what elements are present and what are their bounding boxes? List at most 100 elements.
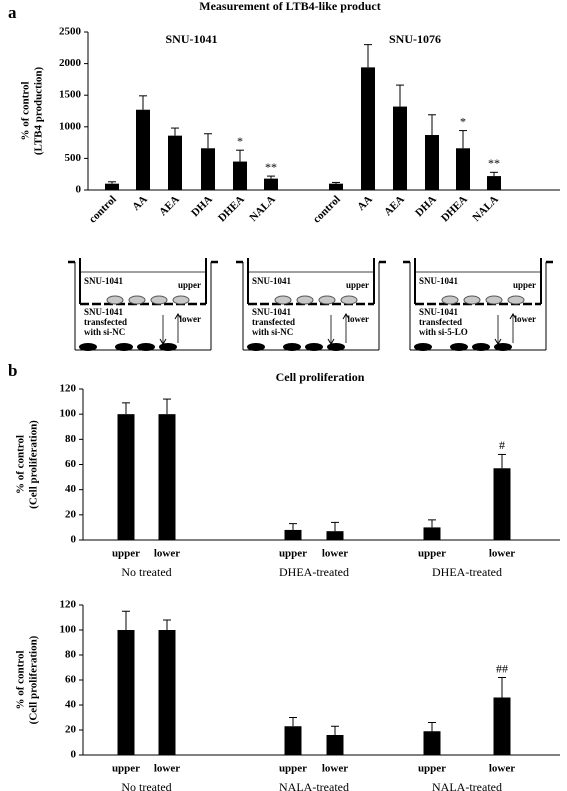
cell bbox=[274, 295, 292, 305]
x-tick-label: upper bbox=[418, 763, 446, 775]
bar bbox=[158, 414, 176, 540]
chart-title: Measurement of LTB4-like product bbox=[199, 0, 380, 13]
bar bbox=[456, 148, 470, 190]
cell bbox=[318, 295, 336, 305]
y-tick-label: 120 bbox=[60, 599, 77, 611]
arrow-head bbox=[494, 338, 502, 345]
diagram-text: upper bbox=[178, 280, 201, 290]
y-axis-label: (Cell proliferation) bbox=[28, 420, 40, 509]
cell bbox=[106, 295, 124, 305]
x-tick-label: NALA bbox=[247, 193, 278, 224]
cell bbox=[283, 343, 301, 351]
cell bbox=[327, 343, 345, 351]
x-tick-label: lower bbox=[489, 548, 515, 560]
cell bbox=[507, 295, 525, 305]
diagram-text: lower bbox=[180, 314, 202, 324]
y-tick-label: 1000 bbox=[59, 120, 82, 132]
y-tick-label: 100 bbox=[60, 408, 77, 420]
bar bbox=[117, 630, 135, 755]
bar bbox=[493, 697, 511, 755]
y-tick-label: 2000 bbox=[59, 57, 82, 69]
x-tick-label: control bbox=[311, 193, 343, 225]
y-tick-label: 60 bbox=[65, 674, 77, 686]
annotation: # bbox=[499, 438, 505, 452]
group-label: No treated bbox=[121, 780, 171, 791]
annotation: * bbox=[237, 134, 243, 148]
diagram-text: SNU-1041 bbox=[84, 276, 124, 286]
diagram-text: SNU-1041 bbox=[84, 307, 124, 317]
y-axis-label: % of control bbox=[15, 650, 27, 709]
bar bbox=[136, 109, 150, 190]
group-label: SNU-1076 bbox=[389, 32, 441, 46]
y-tick-label: 40 bbox=[65, 483, 77, 495]
y-tick-label: 120 bbox=[60, 383, 77, 395]
arrow-head bbox=[342, 313, 350, 320]
cell bbox=[414, 343, 432, 351]
bar bbox=[329, 183, 343, 190]
diagram-text: SNU-1041 bbox=[419, 307, 459, 317]
cell bbox=[172, 295, 190, 305]
y-tick-label: 0 bbox=[71, 749, 77, 761]
x-tick-label: AA bbox=[355, 193, 375, 213]
cell bbox=[79, 343, 97, 351]
cell bbox=[463, 295, 481, 305]
annotation: ** bbox=[488, 156, 500, 170]
y-tick-label: 80 bbox=[65, 433, 77, 445]
group-label: NALA-treated bbox=[432, 780, 502, 791]
cell bbox=[441, 295, 459, 305]
y-tick-label: 80 bbox=[65, 649, 77, 661]
diagram-text: SNU-1041 bbox=[252, 276, 292, 286]
cell bbox=[247, 343, 265, 351]
x-tick-label: lower bbox=[322, 763, 348, 775]
bar bbox=[326, 735, 344, 755]
bar bbox=[284, 726, 302, 755]
y-axis-label: (LTB4 production) bbox=[33, 67, 45, 156]
bar bbox=[423, 527, 441, 540]
cell bbox=[450, 343, 468, 351]
y-axis-label: % of control bbox=[20, 81, 32, 140]
cell bbox=[494, 343, 512, 351]
cell bbox=[159, 343, 177, 351]
x-tick-label: upper bbox=[279, 548, 307, 560]
annotation: ** bbox=[265, 160, 277, 174]
diagram-text: transfected bbox=[252, 317, 295, 327]
x-tick-label: upper bbox=[112, 763, 140, 775]
group-label: DHEA-treated bbox=[279, 565, 349, 579]
panel-label: a bbox=[8, 3, 17, 22]
bar bbox=[233, 161, 247, 190]
y-tick-label: 60 bbox=[65, 458, 77, 470]
group-label: No treated bbox=[121, 565, 171, 579]
group-label: NALA-treated bbox=[279, 780, 349, 791]
y-tick-label: 20 bbox=[65, 724, 77, 736]
group-label: DHEA-treated bbox=[432, 565, 502, 579]
bar bbox=[117, 414, 135, 540]
bar bbox=[425, 135, 439, 190]
cell bbox=[150, 295, 168, 305]
x-tick-label: DHA bbox=[413, 193, 439, 219]
x-tick-label: DHEA bbox=[439, 193, 470, 224]
arrow-head bbox=[509, 313, 517, 320]
diagram-text: upper bbox=[513, 280, 536, 290]
x-tick-label: control bbox=[87, 193, 119, 225]
diagram-text: with si-5-LO bbox=[419, 327, 468, 337]
bar bbox=[284, 529, 302, 540]
cell bbox=[137, 343, 155, 351]
diagram-text: transfected bbox=[419, 317, 462, 327]
x-tick-label: upper bbox=[112, 548, 140, 560]
x-tick-label: AA bbox=[130, 193, 150, 213]
diagram-text: transfected bbox=[84, 317, 127, 327]
cell bbox=[115, 343, 133, 351]
cell bbox=[128, 295, 146, 305]
y-tick-label: 20 bbox=[65, 508, 77, 520]
diagram-text: SNU-1041 bbox=[252, 307, 292, 317]
y-tick-label: 1500 bbox=[59, 89, 82, 101]
bar bbox=[423, 731, 441, 755]
y-tick-label: 2500 bbox=[59, 26, 82, 38]
diagram-text: lower bbox=[348, 314, 370, 324]
y-tick-label: 0 bbox=[76, 184, 82, 196]
cell bbox=[485, 295, 503, 305]
